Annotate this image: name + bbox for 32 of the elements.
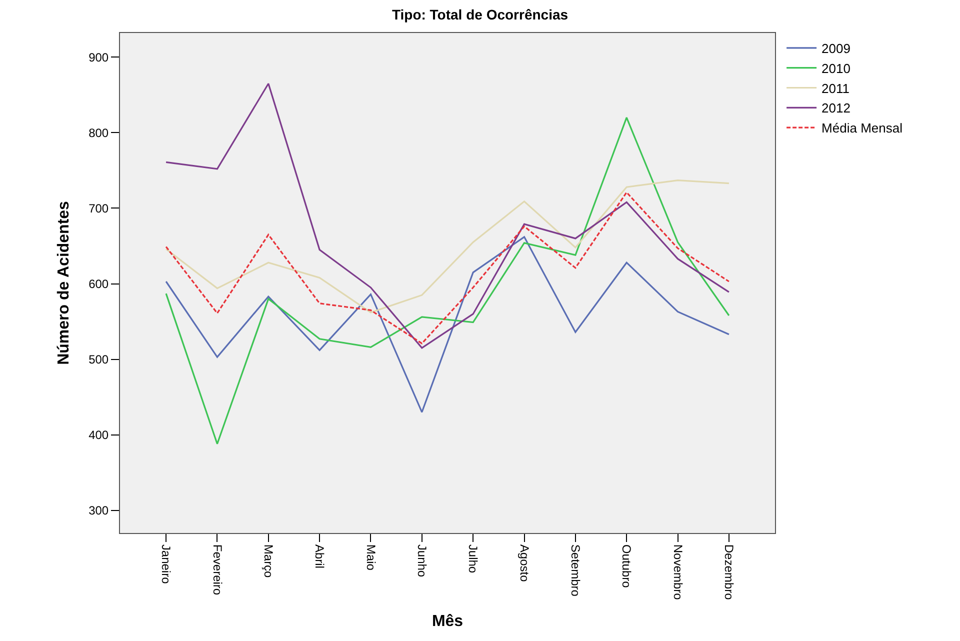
legend-label: Média Mensal [822, 120, 903, 136]
legend-label: 2012 [822, 100, 850, 116]
y-tick-label: 500 [88, 352, 109, 366]
x-tick-label: Dezembro [722, 544, 736, 600]
y-axis-title: Número de Acidentes [55, 200, 72, 365]
line-series [165, 192, 730, 344]
x-tick-label: Novembro [670, 544, 685, 600]
y-tick-label: 700 [88, 201, 109, 216]
line-series [165, 116, 730, 445]
x-tick-label: Julho [466, 544, 480, 574]
y-tick-label: 900 [88, 50, 109, 64]
line-series [165, 236, 730, 413]
y-tick-label: 300 [88, 504, 109, 518]
x-tick-label: Junho [415, 544, 430, 578]
x-axis-title: Mês [432, 612, 464, 630]
x-tick-label: Agosto [517, 544, 532, 582]
x-tick-label: Outubro [620, 544, 634, 588]
x-tick-label: Setembro [568, 544, 583, 597]
x-tick-label: Maio [364, 544, 378, 571]
x-tick-label: Fevereiro [210, 544, 224, 596]
x-tick-label: Abril [312, 544, 327, 568]
legend-label: 2010 [822, 60, 850, 76]
legend-label: 2011 [822, 80, 850, 96]
x-tick-label: Março [262, 544, 276, 578]
chart-title: Tipo: Total de Ocorrências [392, 6, 568, 22]
legend-label: 2009 [822, 41, 850, 56]
line-series [165, 179, 730, 314]
x-tick-label: Janeiro [159, 544, 174, 584]
y-tick-label: 800 [88, 126, 109, 140]
line-series [165, 82, 730, 349]
y-tick-label: 400 [88, 428, 109, 442]
y-tick-label: 600 [88, 276, 109, 291]
